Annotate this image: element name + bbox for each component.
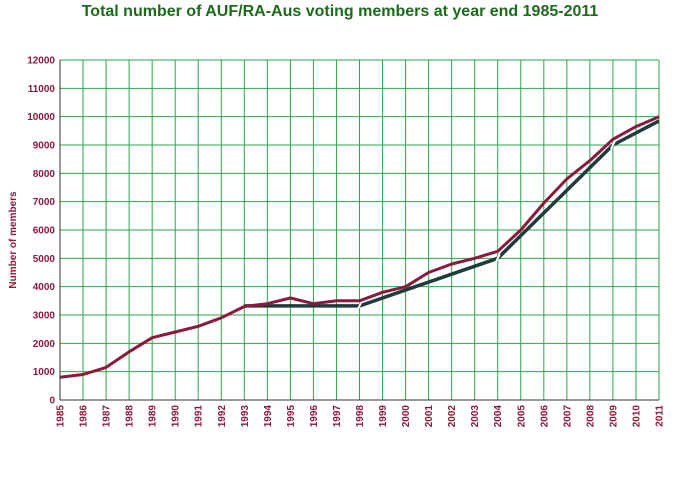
x-tick-label: 2003 (470, 405, 481, 428)
y-tick-label: 0 (49, 396, 55, 407)
y-axis-title: Number of members (8, 191, 19, 289)
x-tick-label: 2010 (631, 405, 642, 428)
segment-break (356, 301, 363, 311)
x-tick-label: 1985 (56, 405, 67, 428)
x-tick-label: 1995 (286, 405, 297, 428)
segment-break (610, 140, 616, 150)
chart-title: Total number of AUF/RA-Aus voting member… (81, 3, 599, 20)
y-tick-label: 5000 (33, 254, 56, 265)
x-tick-label: 1987 (102, 405, 113, 428)
y-tick-label: 7000 (33, 197, 56, 208)
x-tick-label: 1989 (148, 405, 159, 428)
trend-segment (612, 119, 660, 147)
x-tick-label: 2011 (655, 405, 666, 427)
y-tick-label: 1000 (33, 367, 56, 378)
x-tick-label: 1999 (378, 405, 389, 428)
y-tick-label: 9000 (33, 141, 56, 152)
y-tick-label: 4000 (33, 282, 56, 293)
series-lines (59, 115, 660, 379)
trend-segment (358, 256, 499, 308)
grid-lines (59, 59, 660, 401)
x-tick-label: 1993 (240, 405, 251, 428)
x-tick-label: 2005 (516, 405, 527, 428)
x-tick-label: 2002 (447, 405, 458, 428)
tick-labels: 0 1000 2000 3000 4000 5000 6000 7000 8000 9000 100… (27, 56, 665, 428)
x-tick-label: 2001 (424, 405, 435, 428)
y-tick-label: 2000 (33, 339, 56, 350)
y-tick-label: 11000 (28, 84, 56, 95)
x-tick-label: 1990 (171, 405, 182, 428)
x-tick-label: 2009 (608, 405, 619, 428)
x-tick-label: 2000 (401, 405, 412, 428)
x-tick-label: 1997 (332, 405, 343, 428)
y-tick-label: 8000 (33, 169, 56, 180)
segment-break (494, 253, 501, 263)
x-tick-label: 1996 (309, 405, 320, 428)
x-tick-label: 1994 (263, 405, 274, 428)
x-tick-label: 2008 (585, 405, 596, 428)
x-tick-label: 2006 (539, 405, 550, 428)
y-tick-label: 3000 (33, 311, 56, 322)
y-tick-label: 10000 (27, 112, 55, 123)
axes (59, 60, 659, 401)
members-series-line (59, 115, 660, 379)
x-tick-label: 1988 (125, 405, 136, 428)
trend-segment (496, 143, 615, 260)
x-tick-label: 1991 (194, 405, 205, 428)
x-tick-label: 1998 (355, 405, 366, 428)
x-tick-label: 2004 (493, 405, 504, 428)
x-tick-label: 2007 (562, 405, 573, 428)
y-tick-label: 6000 (33, 226, 56, 237)
x-tick-label: 1992 (217, 405, 228, 428)
y-tick-label: 12000 (27, 56, 55, 67)
x-tick-label: 1986 (79, 405, 90, 428)
